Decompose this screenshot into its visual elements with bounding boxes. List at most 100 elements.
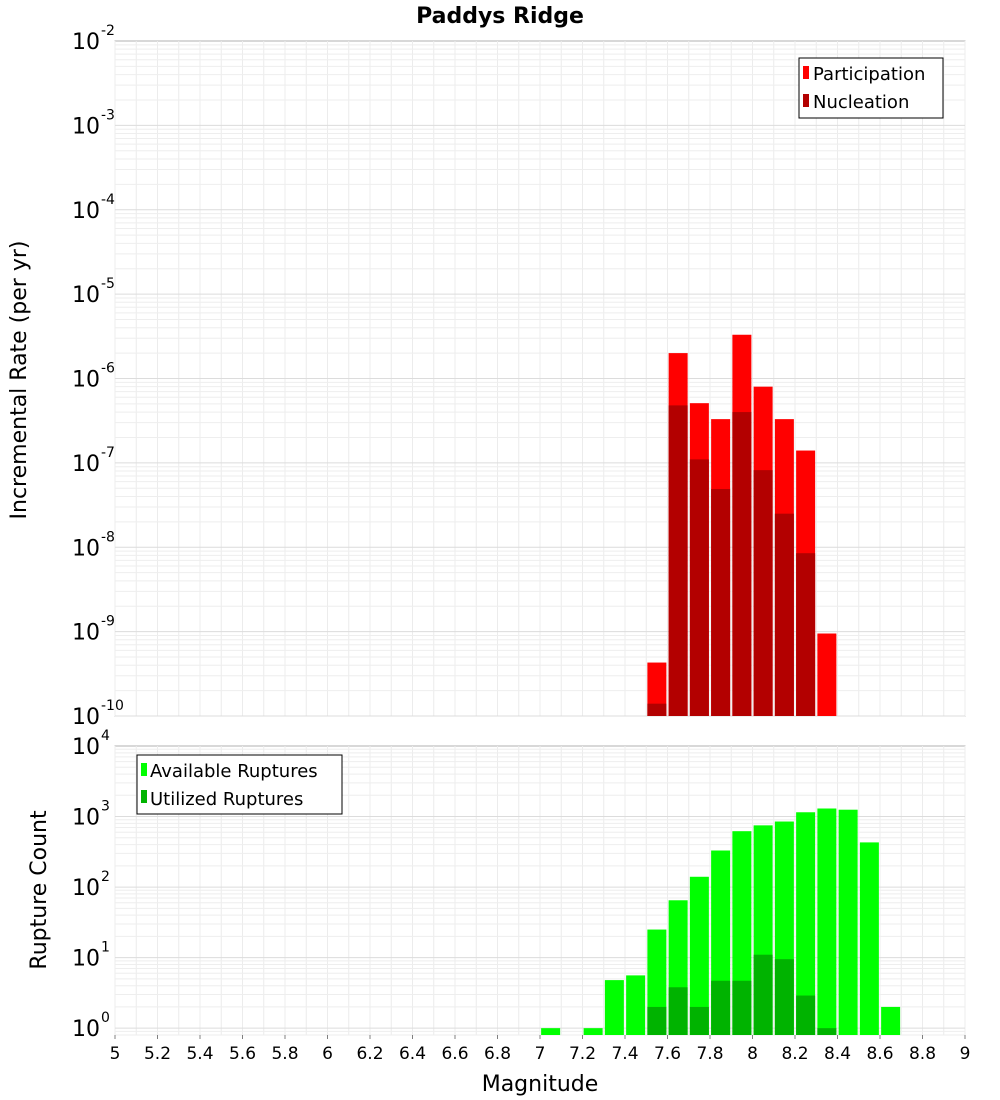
bar-nucleation [689,459,709,716]
bottom-y-axis-label: Rupture Count [27,810,52,970]
x-tick-label: 9 [960,1044,971,1064]
bottom-legend: Available Ruptures Utilized Ruptures [136,754,343,815]
y-tick-label: 10 [72,114,100,139]
x-tick-label: 7 [535,1044,546,1064]
x-tick-label: 8 [747,1044,758,1064]
bar-nucleation [732,412,752,716]
x-tick-label: 5.8 [271,1044,298,1064]
y-tick-label: 10 [72,806,100,831]
x-tick-label: 7.2 [569,1044,596,1064]
y-tick-label: 10 [72,735,100,760]
x-tick-label: 5 [110,1044,121,1064]
x-tick-label: 6.8 [484,1044,511,1064]
bar-utilized-ruptures [732,980,752,1035]
x-tick-label: 8.8 [909,1044,936,1064]
bar-available-ruptures [796,812,816,1035]
y-tick-label: 10 [72,705,100,730]
y-tick-label: 10 [72,452,100,477]
bar-nucleation [668,405,688,716]
y-tick-exponent: 2 [101,869,110,885]
legend-swatch-participation [803,66,809,79]
y-tick-exponent: -3 [101,107,115,123]
bar-available-ruptures [541,1028,561,1035]
bar-available-ruptures [859,842,879,1035]
y-tick-label: 10 [72,947,100,972]
y-tick-label: 10 [72,30,100,55]
legend-label-available-ruptures: Available Ruptures [150,761,318,782]
bar-available-ruptures [881,1006,901,1035]
x-axis-label: Magnitude [482,1072,599,1097]
y-tick-exponent: -2 [101,23,115,39]
bar-available-ruptures [838,809,858,1035]
top-y-axis-label: Incremental Rate (per yr) [7,241,32,520]
x-tick-label: 8.6 [866,1044,893,1064]
chart-title: Paddys Ridge [416,4,584,29]
bottom-legend-box [136,754,343,815]
bar-utilized-ruptures [774,959,794,1035]
legend-label-nucleation: Nucleation [813,92,909,113]
x-tick-label: 7.4 [611,1044,638,1064]
x-tick-label: 5.6 [229,1044,256,1064]
legend-label-utilized-ruptures: Utilized Ruptures [150,789,303,810]
y-tick-label: 10 [72,283,100,308]
x-tick-label: 5.4 [186,1044,213,1064]
y-tick-label: 10 [72,536,100,561]
bar-utilized-ruptures [753,954,773,1035]
bar-available-ruptures [689,876,709,1035]
x-tick-label: 8.2 [781,1044,808,1064]
bar-available-ruptures [626,975,646,1035]
x-tick-label: 6.4 [399,1044,426,1064]
legend-swatch-available-ruptures [141,763,147,776]
bar-utilized-ruptures [711,980,731,1035]
bar-utilized-ruptures [689,1006,709,1035]
y-tick-exponent: -7 [101,445,115,461]
x-tick-label: 6 [322,1044,333,1064]
x-tick-label: 7.8 [696,1044,723,1064]
top-legend-box [798,57,944,119]
bar-nucleation [647,703,667,716]
bar-available-ruptures [604,980,624,1035]
x-tick-label: 5.2 [144,1044,171,1064]
y-tick-exponent: -5 [101,276,115,292]
y-tick-label: 10 [72,1017,100,1042]
y-tick-exponent: -8 [101,529,115,545]
y-tick-exponent: -6 [101,361,115,377]
bar-utilized-ruptures [817,1028,837,1035]
bar-participation [647,662,667,716]
x-tick-label: 8.4 [824,1044,851,1064]
bar-available-ruptures [817,808,837,1035]
y-tick-exponent: -9 [101,614,115,630]
x-tick-labels: 5 5.2 5.4 5.6 5.8 6 6.2 6.4 6.6 6.8 7 7.2 7.4 7.6 7.8 8… [110,1035,971,1064]
y-tick-exponent: 0 [101,1010,110,1026]
y-tick-exponent: 4 [101,728,110,744]
y-tick-label: 10 [72,621,100,646]
bar-nucleation [753,470,773,716]
bar-utilized-ruptures [796,995,816,1035]
legend-swatch-nucleation [803,94,809,107]
y-tick-exponent: -10 [101,698,124,714]
bar-participation [817,633,837,716]
bar-available-ruptures [583,1028,603,1035]
x-tick-label: 6.6 [441,1044,468,1064]
y-tick-label: 10 [72,368,100,393]
y-tick-label: 10 [72,199,100,224]
y-tick-label: 10 [72,876,100,901]
bar-nucleation [796,553,816,716]
top-gridlines [114,41,966,717]
y-tick-exponent: -4 [101,192,115,208]
bar-utilized-ruptures [647,1006,667,1035]
y-tick-exponent: 3 [101,799,110,815]
top-legend: Participation Nucleation [798,57,944,119]
legend-swatch-utilized-ruptures [141,790,147,803]
y-tick-exponent: 1 [101,940,110,956]
top-bars [647,334,837,716]
bar-utilized-ruptures [668,987,688,1035]
x-tick-label: 6.2 [356,1044,383,1064]
bar-nucleation [711,489,731,716]
